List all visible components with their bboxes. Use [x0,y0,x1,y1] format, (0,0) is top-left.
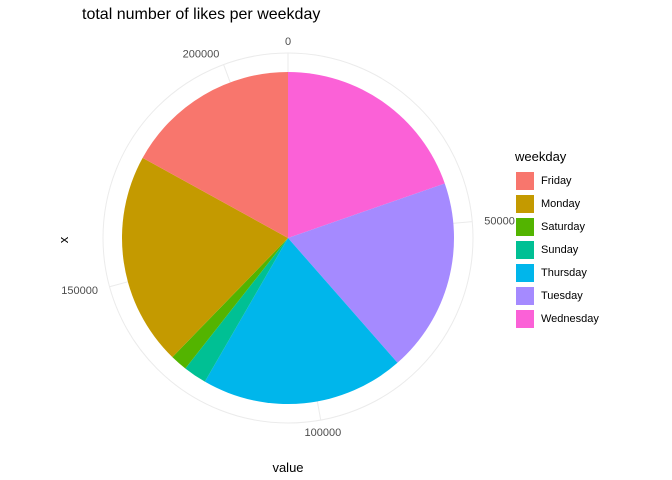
pie-slice-sunday [185,238,288,382]
tick-label: 50000 [484,216,515,228]
legend-item-monday: Monday [515,192,599,215]
legend-swatch [515,239,535,260]
legend-item-saturday: Saturday [515,215,599,238]
legend: weekday Friday Monday Saturday Sunday Thursd… [515,149,599,330]
tick-label: 200000 [183,48,220,60]
pie-slice-saturday [172,238,288,369]
pie-slices [122,71,454,405]
legend-label: Wednesday [541,312,599,325]
legend-swatch [515,262,535,283]
pie-slice-friday [142,71,288,238]
legend-swatch [515,170,535,191]
legend-label: Friday [541,174,572,187]
x-axis-label: value [272,460,303,475]
pie-slice-monday [122,157,288,358]
tick-label: 150000 [61,285,98,297]
pie-slice-wednesday [288,72,445,238]
chart-title: total number of likes per weekday [82,6,321,23]
legend-swatch [515,193,535,214]
tick-label: 100000 [304,427,341,439]
tick-label: 0 [285,36,291,48]
legend-swatch [515,308,535,329]
legend-item-thursday: Thursday [515,261,599,284]
legend-title: weekday [515,149,567,164]
legend-item-tuesday: Tuesday [515,284,599,307]
legend-label: Thursday [541,266,587,279]
legend-item-friday: Friday [515,169,599,192]
legend-label: Saturday [541,220,586,233]
legend-swatch [515,285,535,306]
legend-item-wednesday: Wednesday [515,307,599,330]
legend-items: Friday Monday Saturday Sunday Thursday Tuesda… [515,169,599,330]
legend-label: Sunday [541,243,579,256]
angle-ticks: 0 50000 100000 150000 200000 [61,36,515,439]
y-axis-label: x [56,236,71,243]
legend-item-sunday: Sunday [515,238,599,261]
pie-slice-tuesday [288,183,454,363]
legend-label: Monday [541,197,581,210]
legend-swatch [515,216,535,237]
pie-slice-thursday [204,238,398,405]
legend-label: Tuesday [541,289,583,302]
